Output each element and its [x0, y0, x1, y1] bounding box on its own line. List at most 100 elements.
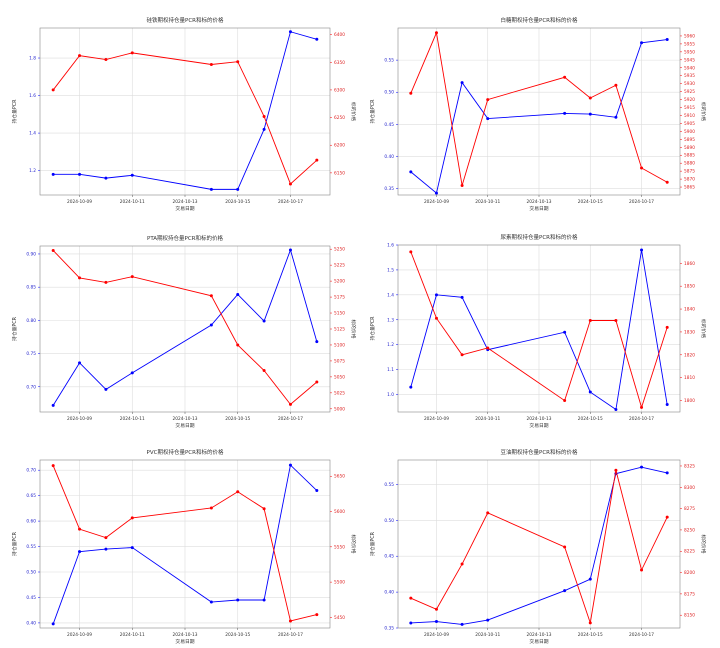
- y2-tick-label: 5865: [684, 185, 695, 191]
- price-point: [262, 114, 266, 118]
- pcr-point: [588, 112, 592, 116]
- x-tick-label: 2024-10-11: [475, 416, 500, 422]
- y2-tick-label: 5950: [684, 49, 695, 55]
- y-tick-label: 0.50: [26, 570, 36, 576]
- x-tick-label: 2024-10-11: [120, 632, 145, 638]
- price-point: [209, 294, 213, 298]
- pcr-point: [236, 292, 240, 296]
- pcr-point: [130, 371, 134, 375]
- y2-tick-label: 5890: [684, 145, 695, 151]
- pcr-point: [315, 37, 319, 41]
- pcr-point: [640, 248, 644, 252]
- pcr-point: [51, 172, 55, 176]
- price-point: [236, 60, 240, 64]
- panel-6: 2024-10-09 2024-10-11 2024-10-13 2024-10-15…: [369, 448, 707, 645]
- y2-tick-label: 5025: [334, 390, 345, 396]
- price-point: [640, 405, 644, 409]
- x-axis-label: 交易日期: [529, 422, 548, 429]
- y2-tick-label: 5450: [334, 615, 345, 621]
- y2-tick-label: 5915: [684, 105, 695, 111]
- pcr-point: [209, 600, 213, 604]
- pcr-point: [288, 463, 292, 467]
- price-point: [563, 545, 567, 549]
- price-point: [563, 399, 567, 403]
- y2-tick-label: 5955: [684, 41, 695, 47]
- price-point: [262, 369, 266, 372]
- y-tick-label: 0.50: [384, 518, 394, 524]
- y2-tick-label: 6400: [334, 32, 345, 38]
- x-tick-label: 2024-10-17: [629, 199, 654, 205]
- price-point: [130, 516, 134, 520]
- pcr-point: [614, 408, 618, 412]
- x-tick-label: 2024-10-13: [173, 632, 198, 638]
- x-tick-label: 2024-10-11: [120, 199, 145, 205]
- pcr-point: [78, 550, 82, 554]
- pcr-point: [409, 170, 413, 174]
- pcr-point: [409, 621, 413, 625]
- y-tick-label: 0.40: [26, 620, 36, 626]
- x-tick-label: 2024-10-11: [120, 416, 145, 422]
- panel-title: 硅铁期权持仓量PCR和标的价格: [147, 16, 224, 24]
- y2-tick-label: 5175: [334, 295, 345, 301]
- y2-tick-label: 5905: [684, 121, 695, 127]
- y-tick-label: 1.1: [387, 367, 394, 373]
- pcr-point: [460, 295, 464, 299]
- y2-tick-label: 8300: [684, 485, 695, 491]
- price-point: [104, 58, 108, 62]
- price-point: [288, 402, 292, 406]
- pcr-point: [434, 191, 438, 195]
- pcr-point: [665, 403, 669, 407]
- y2-tick-label: 1840: [684, 307, 695, 313]
- price-point: [104, 536, 108, 540]
- y-tick-label: 1.2: [387, 342, 394, 348]
- x-tick-label: 2024-10-13: [173, 416, 198, 422]
- pcr-point: [588, 577, 592, 581]
- x-tick-label: 2024-10-17: [278, 632, 303, 638]
- pcr-point: [288, 30, 292, 34]
- y2-tick-label: 6300: [334, 87, 345, 93]
- price-point: [409, 596, 413, 600]
- x-tick-label: 2024-10-13: [527, 199, 552, 205]
- x-tick-label: 2024-10-15: [578, 199, 603, 205]
- price-point: [434, 316, 438, 320]
- y2-tick-label: 5925: [684, 89, 695, 95]
- price-point: [665, 515, 669, 519]
- y2-tick-label: 5600: [334, 509, 345, 515]
- x-axis-label: 交易日期: [175, 422, 194, 429]
- pcr-point: [262, 127, 266, 131]
- x-tick-label: 2024-10-15: [578, 416, 603, 422]
- pcr-point: [434, 620, 438, 624]
- x-tick-label: 2024-10-13: [527, 632, 552, 638]
- y-axis-label: 持仓量PCR: [11, 316, 18, 341]
- price-point: [51, 248, 55, 252]
- y2-tick-label: 5870: [684, 177, 695, 183]
- pcr-point: [614, 115, 618, 119]
- pcr-point: [665, 38, 669, 42]
- y2-tick-label: 8175: [684, 591, 695, 597]
- price-point: [315, 613, 319, 617]
- price-point: [104, 280, 108, 284]
- y2-tick-label: 8225: [684, 549, 695, 555]
- price-point: [614, 468, 618, 472]
- pcr-point: [588, 390, 592, 394]
- x-axis-label: 交易日期: [529, 638, 548, 645]
- y-tick-label: 0.35: [384, 626, 394, 632]
- pcr-point: [104, 387, 108, 391]
- y-axis-label: 持仓量PCR: [369, 316, 376, 341]
- y-tick-label: 0.55: [384, 58, 394, 64]
- y2-tick-label: 5000: [334, 406, 345, 412]
- y-tick-label: 0.85: [26, 285, 36, 291]
- y2-tick-label: 5960: [684, 33, 695, 39]
- pcr-point: [288, 248, 292, 252]
- pcr-point: [563, 589, 567, 593]
- y2-tick-label: 5050: [334, 374, 345, 380]
- price-point: [409, 91, 413, 95]
- pcr-point: [51, 622, 55, 626]
- x-tick-label: 2024-10-11: [475, 632, 500, 638]
- pcr-point: [563, 330, 567, 334]
- pcr-point: [262, 319, 266, 323]
- y-tick-label: 0.45: [384, 122, 394, 128]
- panel-3: 2024-10-09 2024-10-11 2024-10-13 2024-10-15…: [11, 234, 357, 429]
- y2-tick-label: 5895: [684, 137, 695, 143]
